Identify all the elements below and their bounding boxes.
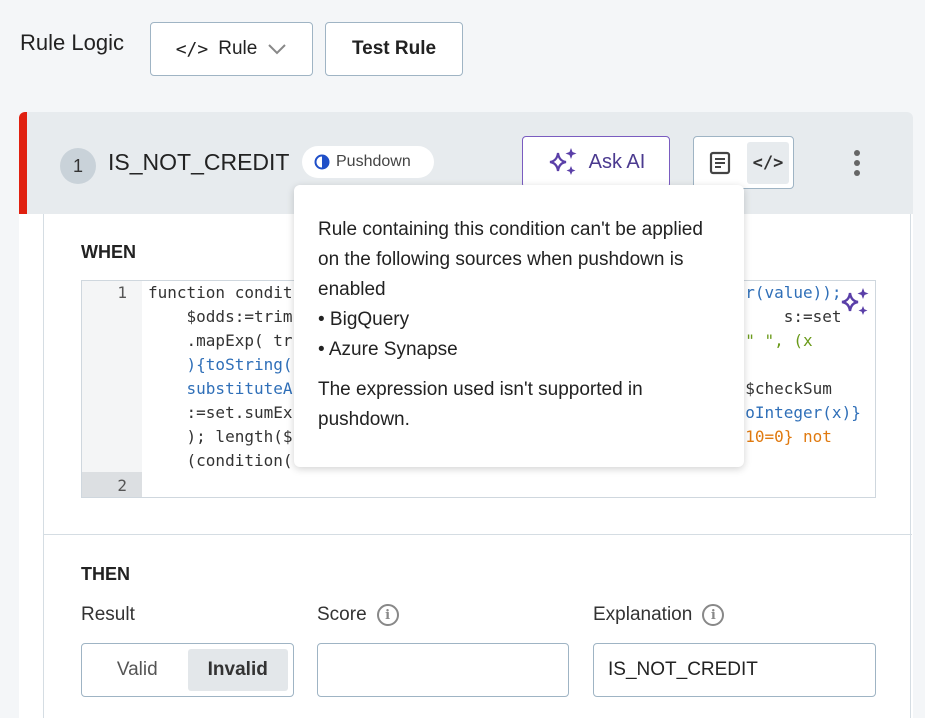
- code-fragment: ){toString(: [148, 355, 293, 374]
- rule-name: IS_NOT_CREDIT: [108, 149, 290, 175]
- code-fragment: ); length($: [148, 427, 293, 446]
- rule-number: 1: [60, 148, 96, 184]
- sparkle-icon[interactable]: [839, 286, 871, 318]
- text-view-button[interactable]: [700, 143, 740, 183]
- view-toggle: </>: [693, 136, 794, 189]
- code-fragment: function condit: [148, 283, 293, 302]
- result-invalid-option[interactable]: Invalid: [187, 649, 288, 691]
- ask-ai-label: Ask AI: [588, 150, 646, 173]
- code-fragment: " ", (x: [745, 331, 813, 350]
- ask-ai-button[interactable]: Ask AI: [522, 136, 670, 188]
- code-fragment: substituteA: [148, 379, 293, 398]
- rule-card-header: 1 IS_NOT_CREDIT Pushdown Ask AI </>: [19, 112, 913, 214]
- code-fragment: :=set.sumEx: [148, 403, 293, 422]
- pushdown-tooltip: Rule containing this condition can't be …: [294, 185, 744, 467]
- mode-dropdown-label: Rule: [218, 38, 258, 59]
- line-number: 2: [117, 476, 127, 495]
- result-valid-option[interactable]: Valid: [116, 659, 158, 680]
- tooltip-text: Rule containing this condition can't be …: [318, 219, 703, 300]
- section-divider: [44, 534, 912, 535]
- test-rule-button[interactable]: Test Rule: [325, 22, 463, 76]
- explanation-label: Explanation: [593, 604, 693, 625]
- code-view-button[interactable]: </>: [747, 142, 789, 184]
- info-icon[interactable]: i: [376, 604, 399, 626]
- document-icon: [709, 151, 731, 175]
- info-icon[interactable]: i: [702, 604, 725, 626]
- tooltip-source: • BigQuery: [318, 309, 410, 330]
- tooltip-note: The expression used isn't supported in p…: [318, 379, 643, 430]
- active-line-gutter: [82, 472, 142, 497]
- explanation-input[interactable]: IS_NOT_CREDIT: [593, 643, 876, 697]
- code-fragment: r(value));: [745, 283, 842, 302]
- code-fragment: oInteger(x)}: [745, 403, 861, 422]
- score-label: Score: [317, 604, 367, 625]
- explanation-label-group: Explanation i: [593, 604, 725, 626]
- pushdown-badge[interactable]: Pushdown: [302, 146, 434, 178]
- code-icon: </>: [175, 38, 209, 60]
- code-fragment: .mapExp( tr: [148, 331, 293, 350]
- score-input[interactable]: [317, 643, 569, 697]
- score-label-group: Score i: [317, 604, 399, 626]
- chevron-down-icon: [268, 44, 287, 55]
- half-circle-icon: [314, 154, 330, 170]
- then-label: THEN: [81, 564, 130, 584]
- result-label: Result: [81, 604, 135, 625]
- page-title: Rule Logic: [20, 30, 124, 55]
- sparkle-icon: [549, 148, 577, 175]
- code-fragment: $checkSum: [745, 379, 832, 398]
- code-fragment: s:=set: [783, 307, 842, 326]
- code-fragment: (condition(: [148, 451, 293, 470]
- more-options-icon[interactable]: [847, 148, 867, 178]
- result-toggle: Valid Invalid: [81, 643, 294, 697]
- mode-dropdown[interactable]: </> Rule: [150, 22, 313, 76]
- code-fragment: 10=0} not: [745, 427, 832, 446]
- when-label: WHEN: [81, 242, 136, 262]
- line-number: 1: [117, 283, 127, 302]
- tooltip-source: • Azure Synapse: [318, 339, 458, 360]
- editor-gutter: [82, 281, 142, 497]
- code-fragment: $odds:=trim: [148, 307, 293, 326]
- pushdown-label: Pushdown: [336, 153, 411, 170]
